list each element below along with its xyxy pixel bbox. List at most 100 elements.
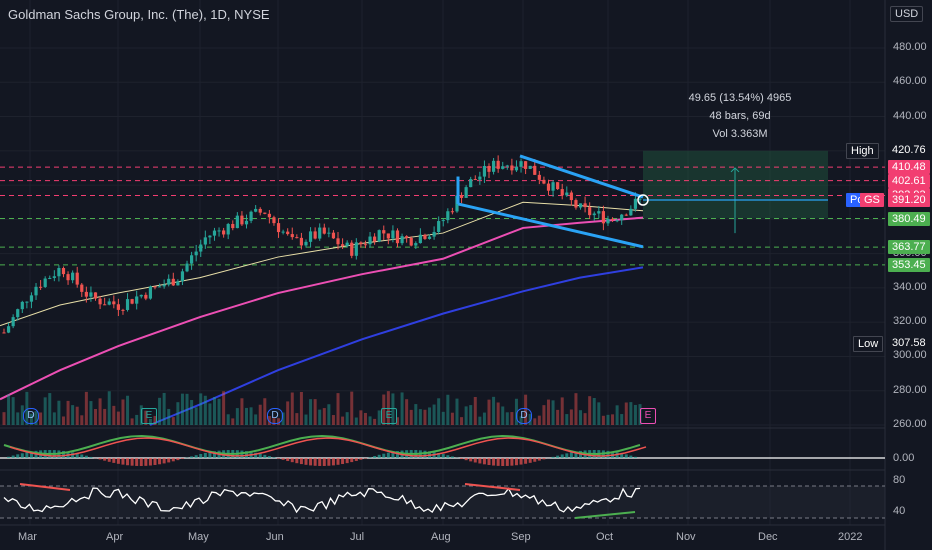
volume-bar (460, 417, 464, 425)
volume-bar (126, 395, 130, 425)
x-tick-apr: Apr (106, 531, 124, 543)
volume-bar (569, 409, 573, 425)
event-marker-d[interactable]: D (23, 408, 39, 424)
volume-bar (153, 415, 157, 425)
histogram-bar (574, 451, 578, 458)
candle-body (331, 232, 336, 239)
measure-change: 49.65 (13.54%) 4965 (688, 92, 792, 104)
volume-bar (162, 392, 166, 425)
candle-body (350, 242, 354, 256)
volume-bar (7, 394, 11, 425)
volume-bar (130, 418, 134, 425)
candle-body (578, 203, 583, 208)
volume-bar (556, 409, 560, 425)
price-label-402-61: 402.61 (888, 173, 930, 188)
volume-bar (588, 396, 592, 425)
candle-body (313, 231, 317, 239)
volume-bar (341, 416, 345, 425)
candle-body (39, 286, 43, 288)
candle-body (11, 317, 15, 327)
volume-bar (446, 394, 450, 425)
candle-body (373, 236, 377, 242)
event-marker-d[interactable]: D (516, 408, 532, 424)
volume-bar (254, 414, 258, 425)
price-label-tag-low: Low (853, 336, 884, 353)
x-tick-2022: 2022 (838, 531, 863, 543)
candle-body (290, 234, 294, 238)
volume-bar (428, 407, 432, 425)
volume-bar (478, 416, 482, 425)
oscillator-zero-tick: 0.00 (893, 452, 915, 464)
histogram-bar (20, 453, 24, 458)
candle-body (2, 332, 6, 334)
volume-bar (148, 418, 152, 425)
histogram-bar (313, 458, 317, 466)
candle-body (537, 174, 541, 180)
candle-body (20, 301, 24, 310)
histogram-bar (281, 458, 285, 460)
histogram-bar (180, 458, 184, 459)
histogram-bar (345, 458, 349, 464)
histogram-bar (16, 454, 20, 458)
histogram-bar (148, 458, 152, 466)
volume-bar (322, 408, 326, 425)
histogram-bar (116, 458, 120, 464)
oscillator-signal (9, 437, 647, 457)
histogram-bar (505, 458, 509, 466)
volume-bar (373, 418, 377, 425)
volume-bar (432, 404, 436, 425)
x-tick-sep: Sep (511, 531, 531, 543)
currency-selector[interactable]: USD (890, 6, 924, 22)
histogram-bar (624, 454, 628, 458)
candle-body (217, 230, 221, 232)
histogram-bar (267, 456, 271, 458)
volume-bar (487, 399, 491, 425)
event-marker-e[interactable]: E (141, 408, 157, 424)
histogram-bar (629, 455, 633, 458)
histogram-bar (391, 451, 395, 458)
candle-body (386, 233, 390, 239)
histogram-bar (565, 453, 569, 458)
volume-bar (240, 398, 244, 425)
histogram-bar (537, 458, 541, 461)
histogram-bar (341, 458, 345, 465)
candle-body (414, 243, 418, 246)
histogram-bar (162, 458, 166, 464)
candle-body (359, 242, 363, 245)
y-tick-340: 340.00 (893, 280, 927, 293)
candle-body (487, 165, 491, 172)
event-marker-d[interactable]: D (267, 408, 283, 424)
candle-body (52, 276, 56, 278)
candle-body (162, 284, 166, 287)
candle-body (459, 195, 464, 198)
measure-arrowhead (730, 167, 740, 173)
event-marker-e[interactable]: E (640, 408, 656, 424)
candle-body (89, 292, 93, 297)
candle-body (629, 208, 633, 216)
candle-body (560, 189, 564, 196)
volume-bar (551, 400, 555, 425)
rsi-divergence-1 (19, 483, 71, 491)
volume-bar (158, 397, 162, 425)
histogram-bar (620, 453, 624, 458)
x-tick-dec: Dec (758, 531, 778, 543)
candle-body (295, 237, 299, 239)
histogram-bar (524, 458, 528, 464)
candle-body (29, 295, 34, 302)
volume-bar (395, 417, 399, 425)
volume-bar (423, 409, 427, 425)
histogram-bar (487, 458, 491, 466)
candle-body (249, 211, 253, 221)
volume-bar (450, 412, 454, 425)
histogram-bar (11, 455, 15, 458)
channel-lower (457, 202, 644, 249)
current-price-marker (637, 194, 649, 206)
volume-bar (592, 397, 596, 425)
volume-bar (2, 412, 6, 425)
volume-bar (418, 409, 422, 425)
event-marker-e[interactable]: E (381, 408, 397, 424)
y-tick-280: 280.00 (893, 383, 927, 396)
candle-body (551, 182, 555, 191)
volume-bar (597, 402, 601, 425)
